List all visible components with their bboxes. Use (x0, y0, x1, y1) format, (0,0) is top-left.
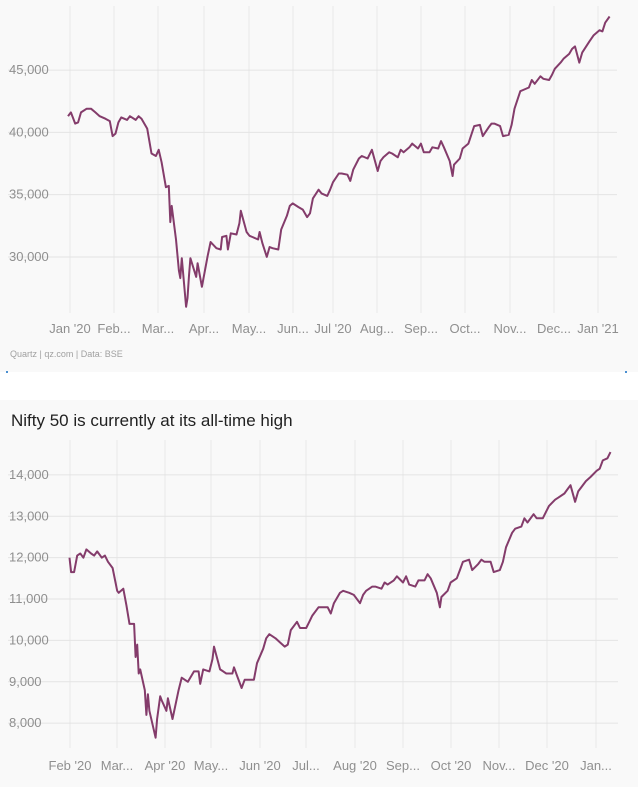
x-tick-label: May... (232, 321, 266, 336)
x-tick-label: Apr... (189, 321, 219, 336)
x-tick-label: Mar... (101, 758, 134, 773)
x-tick-label: Jul... (292, 758, 319, 773)
chart-title: Nifty 50 is currently at its all-time hi… (11, 411, 293, 430)
x-tick-label: Nov... (483, 758, 516, 773)
x-tick-label: Feb '20 (49, 758, 92, 773)
x-tick-label: Mar... (142, 321, 175, 336)
y-tick-label: 10,000 (9, 632, 49, 647)
y-tick-label: 45,000 (9, 62, 49, 77)
x-tick-label: Dec '20 (525, 758, 569, 773)
y-tick-label: 9,000 (9, 674, 42, 689)
x-tick-label: Oct... (449, 321, 480, 336)
x-tick-label: Jul '20 (314, 321, 351, 336)
series-line (67, 15, 611, 308)
source-note: Quartz | qz.com | Data: BSE (10, 349, 123, 359)
x-tick-label: Jan... (580, 758, 612, 773)
x-tick-label: Jan '20 (49, 321, 91, 336)
x-tick-label: Jan '21 (577, 321, 619, 336)
x-tick-label: Jun '20 (239, 758, 281, 773)
x-tick-label: Dec... (537, 321, 571, 336)
panel-corner-mark (6, 371, 8, 373)
y-tick-label: 12,000 (9, 550, 49, 565)
y-tick-label: 14,000 (9, 467, 49, 482)
x-tick-label: Jun... (277, 321, 309, 336)
sensex-chart: 30,000 35,000 40,000 45,000 Jan '20 Feb... Mar… (8, 6, 619, 336)
x-tick-label: Nov... (494, 321, 527, 336)
nifty-chart: 8,000 9,000 10,000 11,000 12,000 13,000 14,000… (8, 440, 618, 773)
y-tick-label: 40,000 (9, 124, 49, 139)
x-tick-label: Sep... (386, 758, 420, 773)
y-tick-label: 13,000 (9, 508, 49, 523)
nifty-chart-panel: 8,000 9,000 10,000 11,000 12,000 13,000 14,000… (0, 400, 638, 787)
x-tick-label: Sep... (404, 321, 438, 336)
y-tick-label: 11,000 (9, 591, 48, 606)
x-tick-label: Oct '20 (431, 758, 472, 773)
x-tick-label: Apr '20 (145, 758, 186, 773)
y-tick-label: 35,000 (9, 187, 49, 202)
x-tick-label: Feb... (97, 321, 130, 336)
x-tick-label: Aug '20 (333, 758, 377, 773)
x-tick-label: May... (194, 758, 228, 773)
x-tick-label: Aug... (360, 321, 394, 336)
y-tick-label: 8,000 (9, 715, 42, 730)
y-tick-label: 30,000 (9, 249, 49, 264)
panel-corner-mark (625, 371, 627, 373)
sensex-chart-panel: 30,000 35,000 40,000 45,000 Jan '20 Feb... Mar… (0, 0, 638, 372)
series-line (68, 451, 612, 739)
